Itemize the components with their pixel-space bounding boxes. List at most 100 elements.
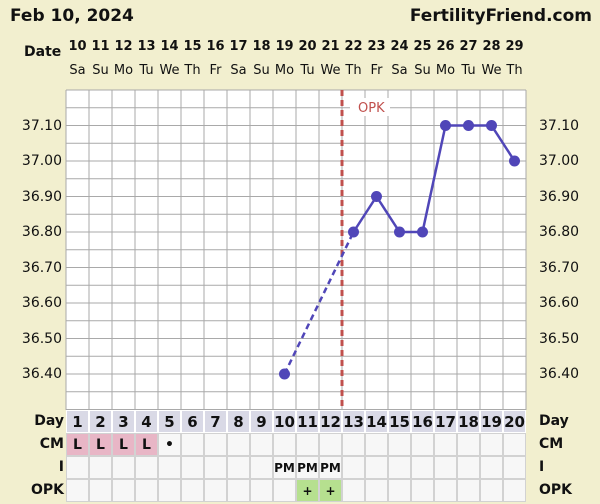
opk-row-label: OPK — [30, 482, 64, 498]
y-tick-label: 36.60 — [21, 295, 62, 311]
opk-cell — [503, 479, 526, 502]
temp-point — [279, 368, 290, 380]
cycle-day-cell: 17 — [434, 410, 457, 433]
y-tick-label: 36.40 — [539, 366, 580, 382]
y-tick-label: 37.00 — [21, 153, 62, 169]
cm-cell: L — [112, 433, 135, 456]
intercourse-cell — [227, 456, 250, 479]
weekday-label: We — [320, 63, 341, 78]
y-tick-label: 37.00 — [539, 153, 580, 169]
cm-cell — [204, 433, 227, 456]
cycle-day-cell: 12 — [319, 410, 342, 433]
cm-cell — [250, 433, 273, 456]
temp-point — [371, 191, 382, 202]
weekday-label: Sa — [391, 63, 408, 78]
weekday-label: Su — [92, 63, 109, 78]
opk-cell: + — [319, 479, 342, 502]
y-tick-label: 36.90 — [539, 188, 580, 205]
intercourse-cell — [112, 456, 135, 479]
cm-cell — [181, 433, 204, 456]
y-tick-label: 36.70 — [539, 259, 580, 276]
opk-cell — [135, 479, 158, 502]
date-label: 15 — [183, 39, 202, 54]
weekday-label: We — [481, 63, 502, 78]
date-label: 26 — [436, 39, 455, 54]
intercourse-cell: PM — [319, 456, 342, 479]
weekday-label: Tu — [139, 63, 154, 78]
date-label: 11 — [91, 39, 110, 54]
cm-cell — [411, 433, 434, 456]
weekday-label: Fr — [370, 63, 383, 78]
opk-cell — [480, 479, 503, 502]
weekday-label: Th — [506, 63, 523, 78]
day-row-label-right: Day — [539, 413, 569, 429]
opk-cell — [388, 479, 411, 502]
series-segment — [375, 195, 401, 233]
temp-point — [440, 120, 451, 131]
intercourse-cell — [250, 456, 273, 479]
series-segment-dashed — [283, 231, 355, 375]
date-label: 21 — [321, 39, 340, 54]
series-segment — [352, 195, 378, 233]
cm-cell — [227, 433, 250, 456]
intercourse-cell: PM — [273, 456, 296, 479]
cm-cell — [365, 433, 388, 456]
date-label: 22 — [344, 39, 363, 54]
date-label: 20 — [298, 39, 317, 54]
cycle-day-cell: 18 — [457, 410, 480, 433]
intercourse-cell — [434, 456, 457, 479]
intercourse-cell — [181, 456, 204, 479]
weekday-label: Fr — [209, 63, 222, 78]
cycle-day-cell: 2 — [89, 410, 112, 433]
cm-cell — [480, 433, 503, 456]
y-tick-label: 36.90 — [21, 188, 62, 205]
opk-cell — [204, 479, 227, 502]
intercourse-cell — [480, 456, 503, 479]
opk-cell — [181, 479, 204, 502]
date-label: 19 — [275, 39, 294, 54]
date-label: 17 — [229, 39, 248, 54]
series-segment — [490, 124, 516, 162]
site-name: FertilityFriend.com — [409, 6, 592, 26]
temp-point — [463, 120, 474, 131]
date-label: 25 — [413, 39, 432, 54]
temp-point — [348, 226, 359, 238]
y-tick-label: 36.80 — [21, 224, 62, 240]
opk-cell — [66, 479, 89, 502]
y-tick-label: 37.10 — [21, 117, 62, 134]
opk-cell — [89, 479, 112, 502]
weekday-label: Tu — [461, 63, 476, 78]
y-tick-label: 36.40 — [21, 366, 62, 382]
y-tick-label: 36.50 — [539, 330, 580, 347]
cm-cell — [342, 433, 365, 456]
cycle-day-cell: 11 — [296, 410, 319, 433]
cm-cell: L — [66, 433, 89, 456]
cm-cell — [296, 433, 319, 456]
opk-cell — [112, 479, 135, 502]
weekday-label: Mo — [274, 63, 295, 78]
opk-cell — [434, 479, 457, 502]
opk-cell — [457, 479, 480, 502]
date-label: 12 — [114, 39, 133, 54]
cycle-day-cell: 5 — [158, 410, 181, 433]
weekday-label: We — [159, 63, 180, 78]
cycle-day-cell: 10 — [273, 410, 296, 433]
weekday-label: Tu — [300, 63, 315, 78]
weekday-label: Th — [184, 63, 201, 78]
intercourse-cell — [204, 456, 227, 479]
temp-point — [486, 120, 497, 131]
temp-point — [417, 226, 428, 238]
intercourse-cell — [388, 456, 411, 479]
date-label: 27 — [459, 39, 478, 54]
weekday-label: Th — [345, 63, 362, 78]
opk-cell — [411, 479, 434, 502]
intercourse-cell — [365, 456, 388, 479]
weekday-label: Sa — [69, 63, 86, 78]
cycle-day-cell: 3 — [112, 410, 135, 433]
cm-cell — [388, 433, 411, 456]
temp-point — [394, 226, 405, 238]
intercourse-row-label-right: I — [539, 459, 545, 475]
intercourse-cell — [89, 456, 112, 479]
intercourse-cell — [457, 456, 480, 479]
y-tick-label: 36.60 — [539, 295, 580, 311]
